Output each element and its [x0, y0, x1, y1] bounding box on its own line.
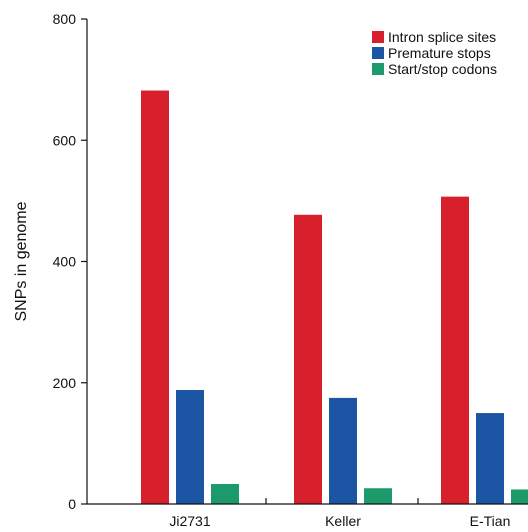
- bar-ji2731-intron-splice-sites: [141, 90, 169, 504]
- legend-swatch-intron-splice-sites: [372, 31, 384, 43]
- y-tick-label-0: 0: [68, 496, 76, 512]
- y-tick-label-800: 800: [53, 11, 77, 27]
- bar-ji2731-premature-stops: [176, 390, 204, 504]
- bar-keller-start-stop-codons: [364, 488, 392, 504]
- legend-swatch-premature-stops: [372, 47, 384, 59]
- legend-label-start-stop-codons: Start/stop codons: [388, 61, 497, 77]
- bar-keller-intron-splice-sites: [294, 214, 322, 504]
- y-axis-title: SNPs in genome: [13, 201, 30, 321]
- legend-label-premature-stops: Premature stops: [388, 45, 491, 61]
- bar-e-tian-start-stop-codons: [511, 489, 528, 504]
- bar-keller-premature-stops: [329, 397, 357, 504]
- y-tick-label-400: 400: [53, 254, 77, 270]
- y-ticks-group: 0 200 400 600 800: [53, 11, 87, 512]
- y-tick-label-200: 200: [53, 375, 77, 391]
- y-tick-label-600: 600: [53, 132, 77, 148]
- legend-swatch-start-stop-codons: [372, 63, 384, 75]
- bars-group: [141, 90, 528, 504]
- legend-label-intron-splice-sites: Intron splice sites: [388, 29, 496, 45]
- x-category-label-e-tian: E-Tian: [470, 513, 511, 529]
- x-category-label-ji2731: Ji2731: [169, 513, 210, 529]
- bar-e-tian-premature-stops: [476, 413, 504, 504]
- bar-ji2731-start-stop-codons: [211, 483, 239, 504]
- x-categories-group: Ji2731 Keller E-Tian: [169, 498, 510, 529]
- bar-e-tian-intron-splice-sites: [441, 196, 469, 504]
- x-category-label-keller: Keller: [325, 513, 361, 529]
